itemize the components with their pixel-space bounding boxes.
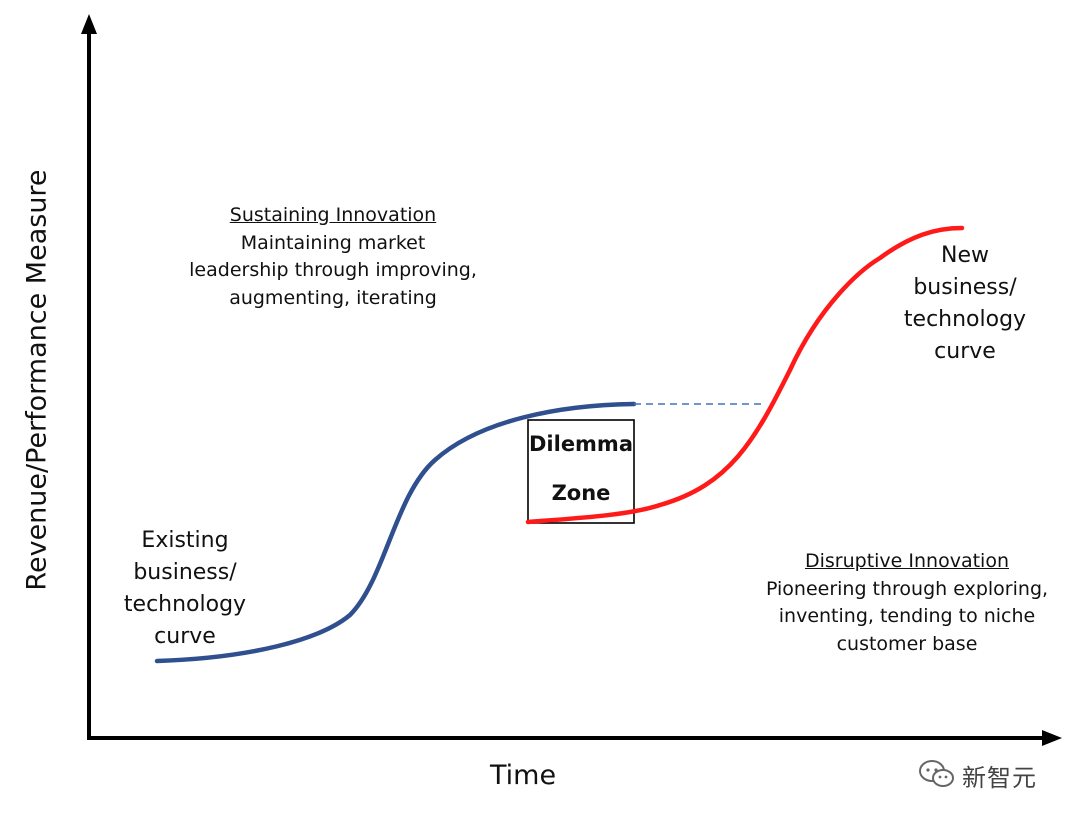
watermark-text: 新智元 bbox=[962, 764, 1037, 792]
existing-label-line-1: Existing bbox=[141, 528, 229, 553]
existing-curve-label: Existing business/ technology curve bbox=[105, 525, 265, 653]
disruptive-line-3: customer base bbox=[836, 632, 978, 655]
sustaining-line-1: Maintaining market bbox=[240, 231, 426, 254]
new-label-line-2: business/ bbox=[913, 274, 1017, 300]
new-label-line-3: technology bbox=[903, 306, 1027, 332]
new-curve bbox=[525, 225, 965, 525]
y-axis-arrowhead bbox=[81, 14, 97, 34]
dilemma-zone-line-2: Zone bbox=[551, 481, 611, 506]
dilemma-zone-label: Dilemma Zone bbox=[528, 420, 634, 519]
dilemma-zone-line-1: Dilemma bbox=[528, 432, 633, 456]
existing-label-line-3: technology bbox=[123, 591, 247, 617]
sustaining-line-3: augmenting, iterating bbox=[229, 286, 437, 309]
new-label-line-1: New bbox=[941, 243, 989, 268]
new-label-line-4: curve bbox=[934, 338, 996, 364]
sustaining-innovation-note: Sustaining Innovation Maintaining market… bbox=[183, 202, 483, 312]
disruptive-line-2: inventing, tending to niche bbox=[778, 605, 1036, 628]
watermark: 新智元 bbox=[918, 758, 1037, 793]
dilemma-zone-box bbox=[527, 419, 635, 524]
existing-label-line-2: business/ bbox=[133, 559, 237, 585]
existing-label-line-4: curve bbox=[154, 623, 216, 649]
disruptive-innovation-note: Disruptive Innovation Pioneering through… bbox=[757, 548, 1057, 658]
sustaining-line-2: leadership through improving, bbox=[189, 259, 477, 282]
new-curve-label: New business/ technology curve bbox=[885, 240, 1045, 368]
y-axis-label: Revenue/Performance Measure bbox=[21, 169, 53, 591]
disruptive-line-1: Pioneering through exploring, bbox=[765, 577, 1049, 600]
wechat-icon bbox=[918, 759, 956, 793]
x-axis-arrowhead bbox=[1042, 730, 1062, 746]
disruptive-innovation-title: Disruptive Innovation bbox=[804, 550, 1010, 572]
x-axis-label: Time bbox=[490, 760, 557, 791]
sustaining-innovation-title: Sustaining Innovation bbox=[229, 204, 437, 226]
existing-curve bbox=[154, 401, 637, 664]
